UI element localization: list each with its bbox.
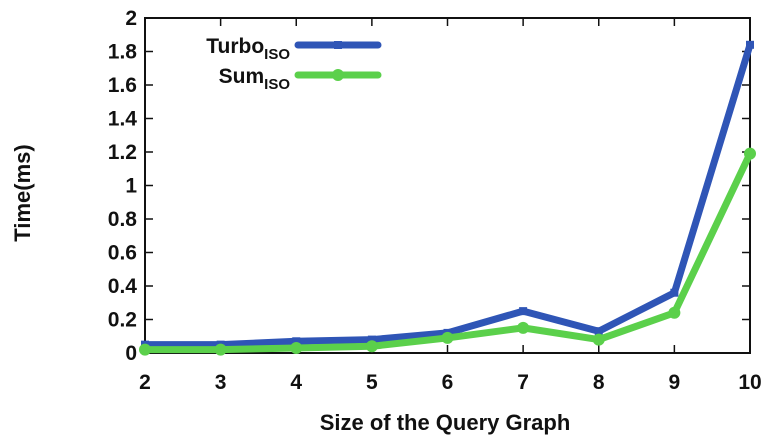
data-point-sum — [365, 340, 378, 353]
x-tick-label: 5 — [366, 371, 378, 394]
data-point-sum — [441, 331, 454, 344]
legend-marker-turbo — [334, 41, 342, 49]
y-tick-label: 0 — [125, 342, 137, 365]
y-tick-label: 1.8 — [108, 41, 138, 64]
data-point-sum — [744, 147, 756, 160]
y-tick-label: 1.6 — [108, 74, 137, 97]
data-point-turbo — [292, 337, 301, 346]
data-point-sum — [592, 333, 605, 346]
data-point-sum — [214, 343, 227, 356]
x-tick-label: 2 — [139, 371, 151, 394]
y-axis: 0 0.2 0.4 0.6 0.8 1 1.2 1.4 1.6 1.8 2 — [108, 7, 750, 365]
x-tick-label: 3 — [215, 371, 227, 394]
series-line-sum — [141, 150, 754, 354]
x-axis: 2 3 4 5 6 7 8 9 10 — [139, 18, 762, 394]
data-point-turbo — [746, 40, 754, 49]
data-point-turbo — [367, 335, 376, 344]
legend-label-turbo: TurboISO — [206, 35, 290, 63]
data-point-turbo — [670, 288, 679, 297]
x-tick-label: 6 — [442, 371, 454, 394]
legend-marker-sum — [332, 69, 344, 81]
series-lines — [139, 40, 756, 356]
y-tick-label: 0.8 — [108, 208, 138, 231]
y-tick-label: 1.4 — [108, 108, 138, 131]
y-tick-label: 0.2 — [108, 309, 137, 332]
data-point-sum — [668, 306, 681, 319]
x-axis-title: Size of the Query Graph — [320, 410, 571, 435]
legend-label-sum: SumISO — [219, 65, 291, 93]
data-point-turbo — [594, 327, 603, 336]
y-tick-label: 0.4 — [108, 275, 138, 298]
x-tick-label: 9 — [669, 371, 681, 394]
y-tick-label: 0.6 — [108, 242, 137, 265]
y-tick-label: 2 — [125, 7, 137, 30]
x-tick-label: 7 — [517, 371, 529, 394]
data-point-sum — [139, 343, 151, 356]
y-tick-label: 1 — [125, 175, 137, 198]
x-tick-label: 8 — [593, 371, 605, 394]
series-line-turbo — [141, 41, 754, 349]
data-point-sum — [517, 321, 530, 334]
data-point-turbo — [519, 307, 528, 316]
x-tick-label: 10 — [738, 371, 761, 394]
data-point-sum — [290, 341, 303, 354]
y-tick-label: 1.2 — [108, 141, 137, 164]
x-tick-label: 4 — [290, 371, 302, 394]
y-axis-title: Time(ms) — [10, 144, 35, 241]
